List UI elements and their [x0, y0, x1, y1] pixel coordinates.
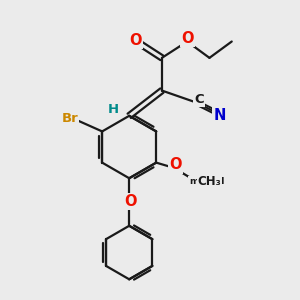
Text: O: O: [169, 158, 182, 172]
Text: H: H: [107, 103, 118, 116]
Text: N: N: [214, 108, 226, 123]
Text: methyl: methyl: [189, 177, 224, 186]
Text: Br: Br: [61, 112, 78, 125]
Text: O: O: [129, 32, 141, 47]
Text: C: C: [194, 93, 204, 106]
Text: O: O: [181, 31, 194, 46]
Text: O: O: [124, 194, 137, 209]
Text: CH₃: CH₃: [198, 175, 221, 188]
